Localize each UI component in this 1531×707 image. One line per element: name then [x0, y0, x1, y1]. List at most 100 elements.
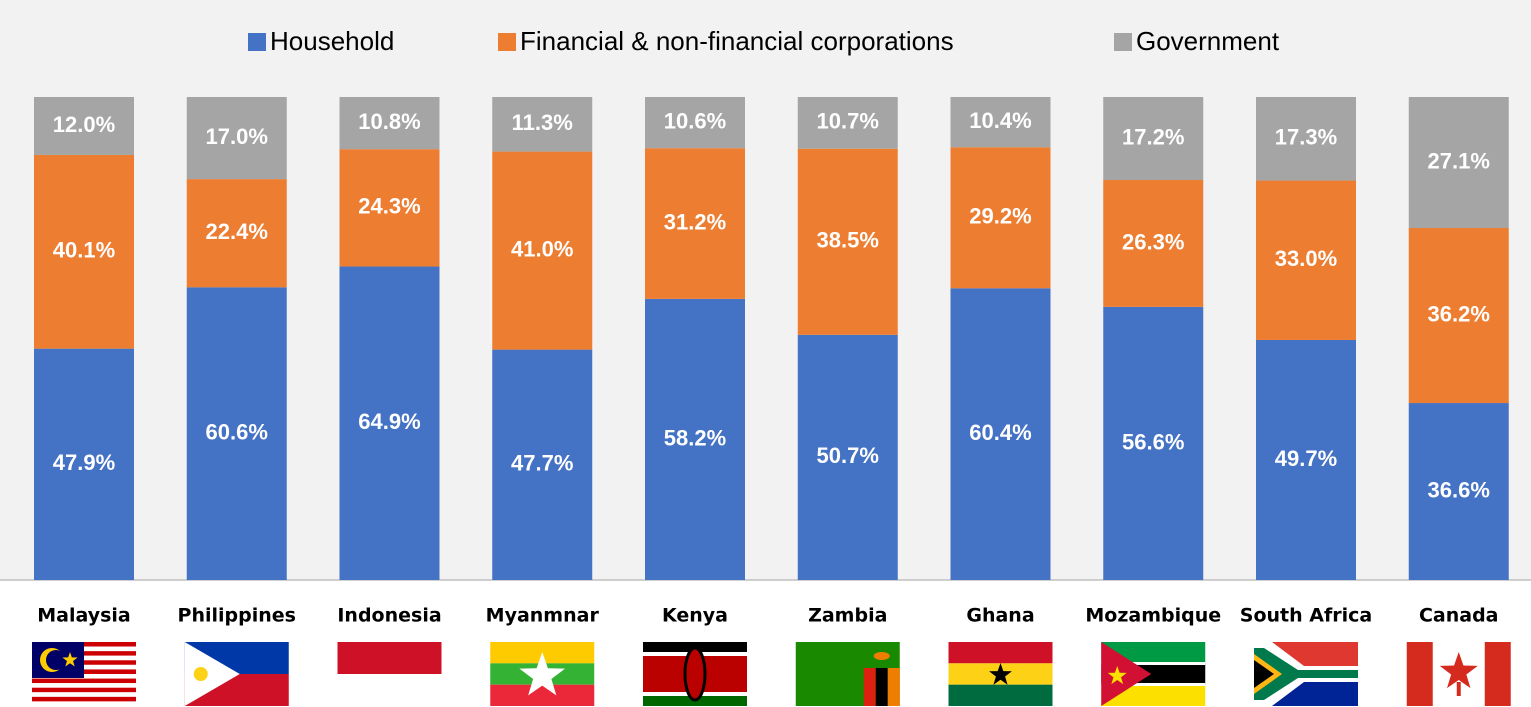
bar-segment — [1408, 97, 1509, 229]
flag-star — [989, 663, 1012, 685]
flag-star — [62, 652, 78, 667]
bar-segment — [1103, 97, 1204, 180]
x-tick-label: Malaysia — [37, 605, 131, 627]
x-tick-label: Kenya — [662, 605, 728, 627]
legend-swatch — [1114, 33, 1132, 51]
bar-segment — [1103, 306, 1204, 580]
bar-segment — [492, 97, 593, 152]
flag-part — [32, 678, 136, 684]
flag-part — [1406, 642, 1433, 706]
flag — [1254, 642, 1358, 706]
data-label: 33.0% — [1275, 246, 1337, 271]
x-tick-label: Canada — [1419, 605, 1499, 627]
flag — [337, 642, 442, 706]
data-label: 41.0% — [511, 236, 573, 261]
x-tick-label: South Africa — [1240, 605, 1372, 627]
data-label: 27.1% — [1428, 148, 1490, 173]
flag — [490, 642, 595, 706]
flag-part — [1101, 683, 1206, 686]
data-label: 47.7% — [511, 451, 573, 476]
data-label: 40.1% — [53, 238, 115, 263]
legend-label: Government — [1136, 26, 1280, 56]
bar-segment — [492, 151, 593, 350]
x-tick-label: Myanmnar — [486, 605, 600, 627]
flag-part — [337, 642, 442, 674]
flag — [184, 642, 289, 706]
flag-part — [337, 674, 442, 706]
bar-segment — [492, 349, 593, 580]
flag-part — [887, 668, 900, 706]
data-label: 10.6% — [664, 108, 726, 133]
data-label: 56.6% — [1122, 429, 1184, 454]
data-label: 60.6% — [206, 419, 268, 444]
bar-segment — [950, 147, 1051, 289]
flag-part — [1254, 648, 1358, 700]
flag-part — [46, 650, 66, 670]
data-label: 36.6% — [1428, 477, 1490, 502]
bar-segment — [645, 298, 745, 580]
bar-segment — [797, 334, 898, 580]
bar-segment — [1256, 339, 1356, 580]
flag-part — [1101, 662, 1206, 665]
data-label: 10.4% — [969, 108, 1031, 133]
data-label: 17.3% — [1275, 125, 1337, 150]
flag-part — [184, 642, 240, 706]
x-tick-label: Mozambique — [1085, 605, 1221, 627]
legend-label: Financial & non-financial corporations — [520, 26, 954, 56]
data-label: 12.0% — [53, 112, 115, 137]
flag-part — [1484, 642, 1511, 706]
flag-part — [873, 652, 890, 660]
data-label: 38.5% — [817, 228, 879, 253]
bar-segment — [797, 97, 898, 149]
flag-part — [1101, 642, 1152, 706]
flag-part — [948, 684, 1053, 706]
bar-segment — [950, 97, 1051, 148]
bar-segment — [186, 179, 287, 288]
flag-star — [1439, 652, 1478, 689]
bar-segment — [34, 154, 134, 349]
bar-segment — [1408, 228, 1509, 404]
flag — [1101, 642, 1206, 706]
data-label: 60.4% — [969, 420, 1031, 445]
bar-segment — [339, 149, 440, 267]
legend-swatch — [498, 33, 516, 51]
flag — [32, 642, 136, 706]
flag-part — [32, 687, 136, 693]
data-label: 11.3% — [512, 110, 573, 135]
bar-segment — [1256, 180, 1356, 340]
flag — [643, 642, 747, 706]
data-label: 10.8% — [358, 109, 420, 134]
data-label: 17.2% — [1122, 124, 1184, 149]
flag — [948, 642, 1053, 706]
bar-segment — [950, 288, 1051, 580]
flag-part — [32, 701, 136, 706]
data-label: 24.3% — [358, 194, 420, 219]
flag-part — [32, 692, 136, 697]
flag — [795, 642, 900, 706]
flag-star — [519, 652, 566, 696]
x-tick-label: Zambia — [808, 605, 887, 627]
flag-part — [1101, 642, 1206, 664]
flag-part — [193, 667, 208, 681]
data-label: 10.7% — [817, 109, 879, 134]
x-tick-label: Ghana — [966, 605, 1034, 627]
data-label: 22.4% — [206, 219, 268, 244]
data-label: 31.2% — [664, 209, 726, 234]
flag — [1406, 642, 1511, 706]
flag-part — [1254, 660, 1274, 688]
flag-part — [948, 642, 1053, 664]
flag-star — [1107, 666, 1127, 685]
flag-part — [863, 668, 876, 706]
flag-part — [490, 684, 595, 706]
bar-segment — [1103, 179, 1204, 307]
data-label: 58.2% — [664, 425, 726, 450]
flag-part — [1456, 682, 1461, 696]
bar-segment — [339, 266, 440, 580]
flag-part — [32, 683, 136, 688]
bar-segment — [1256, 97, 1356, 181]
flag-part — [1101, 684, 1206, 706]
legend-swatch — [248, 33, 266, 51]
flag-part — [32, 696, 136, 702]
bar-segment — [797, 148, 898, 335]
